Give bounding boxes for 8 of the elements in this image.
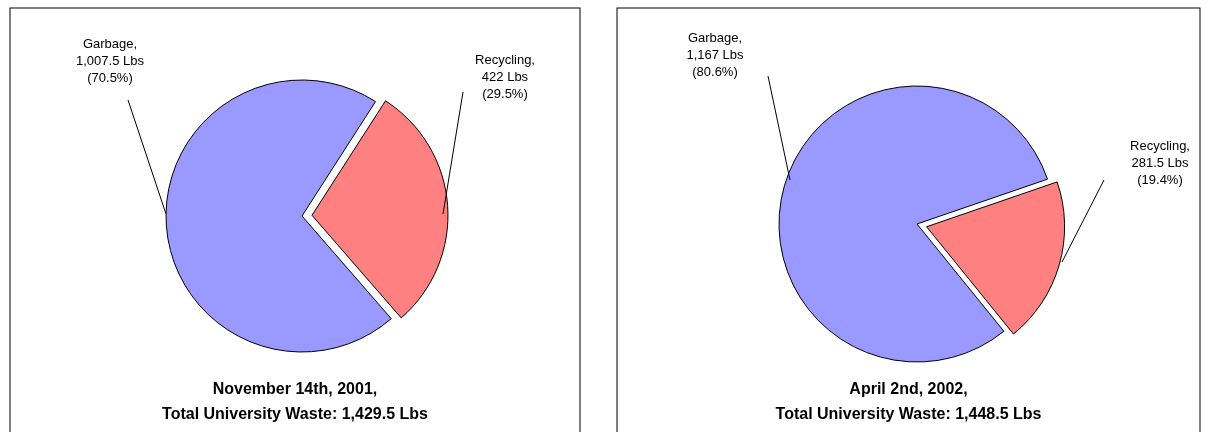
data-label: Recycling, 281.5 Lbs (19.4%) xyxy=(1130,138,1190,187)
data-label: Garbage, 1,167 Lbs (80.6%) xyxy=(686,30,745,79)
text: Total University Waste: 1,429.5 Lbs xyxy=(162,405,429,422)
text: Total University Waste: 1,448.5 Lbs xyxy=(775,405,1042,422)
data-label: Recycling, 422 Lbs (29.5%) xyxy=(475,52,535,101)
text: November 14th, 2001, xyxy=(212,380,378,397)
data-label: Garbage, 1,007.5 Lbs (70.5%) xyxy=(76,36,145,85)
text: April 2nd, 2002, xyxy=(849,380,968,397)
